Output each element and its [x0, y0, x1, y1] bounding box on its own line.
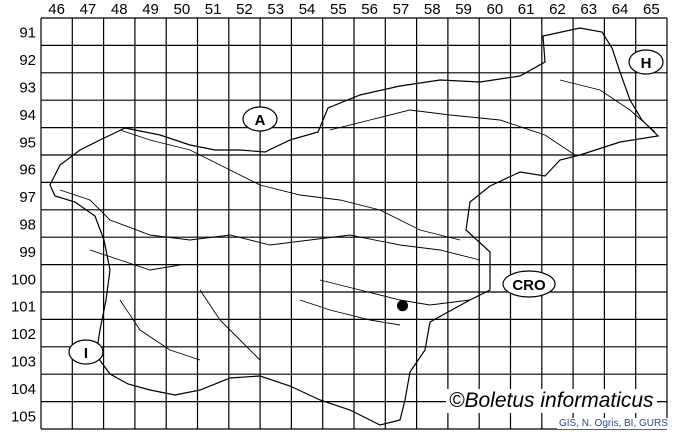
- column-label: 47: [80, 1, 97, 18]
- river: [559, 79, 656, 133]
- row-label: 102: [11, 326, 36, 343]
- country-code: A: [255, 112, 266, 129]
- river: [199, 289, 261, 361]
- row-label: 100: [11, 271, 36, 288]
- row-labels: 91 92 93 94 95 96 97 98 99 100 101 102 103 104 105: [11, 25, 36, 426]
- column-label: 55: [330, 1, 347, 18]
- label-oval: [502, 270, 556, 298]
- column-label: 56: [361, 1, 378, 18]
- label-italy: I: [68, 339, 104, 365]
- row-label: 93: [19, 80, 36, 97]
- occurrence-dot: [397, 300, 409, 312]
- country-code: H: [641, 55, 652, 72]
- row-label: 99: [19, 244, 36, 261]
- river: [119, 299, 201, 361]
- column-label: 65: [643, 1, 660, 18]
- rivers: [59, 79, 656, 361]
- column-label: 58: [424, 1, 441, 18]
- row-label: 101: [11, 299, 36, 316]
- row-label: 104: [11, 381, 36, 398]
- row-label: 103: [11, 354, 36, 371]
- column-label: 46: [48, 1, 65, 18]
- label-hungary: H: [628, 49, 664, 75]
- row-label: 98: [19, 217, 36, 234]
- column-label: 48: [111, 1, 128, 18]
- neighbour-country-labels: A H I CRO: [68, 49, 664, 365]
- row-label: 92: [19, 52, 36, 69]
- column-label: 61: [518, 1, 535, 18]
- label-austria: A: [242, 106, 278, 132]
- grid: [40, 17, 668, 430]
- row-label: 91: [19, 25, 36, 42]
- river: [59, 189, 481, 261]
- column-label: 53: [267, 1, 284, 18]
- column-label: 54: [299, 1, 316, 18]
- slovenia-border: [49, 27, 660, 426]
- column-label: 63: [580, 1, 597, 18]
- country-border: [49, 27, 660, 426]
- credit-text: ©Boletus informaticus: [446, 389, 657, 413]
- column-labels: 46 47 48 49 50 51 52 53 54 55 56 57 58 59 60 61 62 63 64 65: [48, 1, 659, 18]
- column-label: 60: [487, 1, 504, 18]
- row-label: 105: [11, 408, 36, 425]
- column-label: 50: [174, 1, 191, 18]
- label-oval: [242, 106, 278, 132]
- row-label: 97: [19, 189, 36, 206]
- row-label: 95: [19, 134, 36, 151]
- row-label: 96: [19, 162, 36, 179]
- river: [119, 129, 461, 241]
- label-oval: [68, 339, 104, 365]
- river: [329, 109, 576, 156]
- country-code: I: [84, 345, 88, 362]
- label-croatia: CRO: [502, 270, 556, 298]
- column-label: 49: [142, 1, 159, 18]
- column-label: 59: [455, 1, 472, 18]
- label-oval: [628, 49, 664, 75]
- country-code: CRO: [512, 277, 546, 294]
- column-label: 62: [549, 1, 566, 18]
- column-label: 57: [393, 1, 410, 18]
- column-label: 64: [612, 1, 629, 18]
- column-label: 51: [205, 1, 222, 18]
- river: [319, 279, 471, 306]
- column-label: 52: [236, 1, 253, 18]
- row-label: 94: [19, 107, 36, 124]
- source-text: GIS, N. Ogris, BI, GURS: [557, 418, 670, 429]
